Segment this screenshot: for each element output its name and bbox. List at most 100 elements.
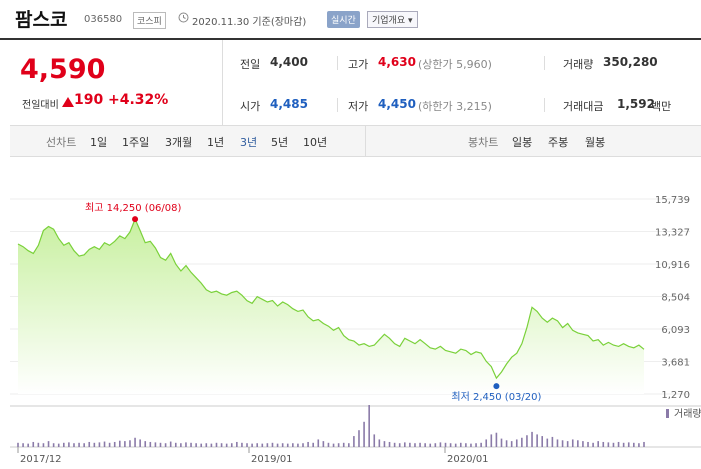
volume-bar: [546, 438, 549, 447]
period-3y-tab[interactable]: 3년: [240, 136, 258, 149]
company-info-button[interactable]: 기업개요 ▾: [367, 11, 418, 28]
volume-bar: [521, 437, 523, 447]
period-1y-tab[interactable]: 1년: [207, 136, 225, 149]
market-badge: 코스피: [133, 12, 166, 29]
volume-bar: [643, 441, 645, 447]
weekly-candle-tab[interactable]: 주봉: [548, 136, 569, 149]
volume-bar: [327, 442, 330, 447]
period-5y-tab[interactable]: 5년: [271, 136, 289, 149]
price-summary: 4,590 전일대비 190 +4.32% 전일 4,400 고가 4,630 …: [10, 40, 701, 126]
volume-bar: [353, 436, 355, 447]
stat-separator: [544, 98, 545, 112]
volume-bar: [541, 436, 544, 447]
volume-bar: [98, 442, 101, 447]
period-3m-tab[interactable]: 3개월: [165, 136, 193, 149]
extremum-annotations: 최고 14,250 (06/08) 최저 2,450 (03/20): [85, 202, 541, 403]
volume-bar: [312, 442, 314, 447]
open-value: 4,485: [270, 97, 308, 111]
monthly-candle-tab[interactable]: 월봉: [585, 136, 606, 149]
volume-bar: [139, 439, 141, 447]
volume-bar: [246, 443, 248, 447]
volume-bar: [195, 443, 197, 447]
open-label: 시가: [240, 100, 261, 113]
volume-bar: [27, 443, 29, 447]
period-1w-tab[interactable]: 1주일: [122, 136, 150, 149]
amount-value: 1,592: [617, 97, 655, 111]
volume-bar: [281, 443, 284, 447]
high-value: 4,630: [378, 55, 416, 69]
low-value: 4,450: [378, 97, 416, 111]
realtime-button[interactable]: 실시간: [327, 11, 360, 28]
volume-bar: [83, 443, 85, 447]
volume-bar: [93, 442, 96, 447]
volume-bar: [108, 442, 111, 447]
volume-legend-swatch: [666, 409, 669, 418]
amount-label: 거래대금: [563, 100, 604, 113]
volume-bar: [638, 443, 640, 447]
y-tick-label: 10,916: [655, 260, 690, 271]
volume-label: 거래량: [563, 58, 594, 71]
period-10y-tab[interactable]: 10년: [303, 136, 328, 149]
volume-bar: [37, 442, 40, 447]
volume-bar: [78, 442, 80, 447]
volume-bar: [622, 442, 625, 447]
volume-bar: [597, 441, 599, 447]
volume-bar: [297, 443, 299, 447]
volume-bar: [485, 439, 488, 447]
volume-bar: [134, 437, 136, 447]
upper-limit: (상한가 5,960): [418, 58, 492, 71]
volume-bar: [475, 443, 477, 447]
current-price: 4,590: [20, 54, 106, 85]
volume-bar: [73, 443, 75, 447]
volume-legend: 거래량: [674, 408, 701, 420]
volume-bar: [403, 442, 406, 447]
volume-value: 350,280: [603, 55, 658, 69]
volume-bar: [200, 443, 203, 447]
volume-bar: [556, 439, 559, 447]
volume-bar: [449, 443, 452, 447]
volume-bar: [220, 443, 223, 447]
volume-bar: [236, 441, 238, 447]
volume-bar: [378, 439, 381, 447]
volume-bar: [118, 440, 121, 447]
volume-bar: [571, 439, 574, 447]
volume-bar: [149, 441, 152, 447]
period-1d-tab[interactable]: 1일: [90, 136, 108, 149]
daily-candle-tab[interactable]: 일봉: [512, 136, 533, 149]
prev-close-label: 전일: [240, 58, 261, 71]
volume-bar: [414, 443, 416, 447]
volume-bar: [531, 431, 533, 447]
volume-bar: [368, 405, 370, 447]
up-arrow-icon: [62, 97, 74, 107]
volume-bar: [434, 443, 437, 447]
volume-bar: [393, 442, 396, 447]
volume-bar: [510, 441, 513, 447]
volume-bar: [602, 441, 605, 447]
volume-bar: [612, 442, 615, 447]
volume-bar: [276, 443, 279, 447]
max-annotation: 최고 14,250 (06/08): [85, 202, 181, 214]
volume-bar: [358, 430, 360, 447]
volume-bar: [103, 441, 106, 447]
volume-bar: [68, 442, 70, 447]
period-toolbar: 선차트 1일 1주일 3개월 1년 3년 5년 10년 봉차트 일봉 주봉 월봉: [10, 126, 701, 157]
volume-bar: [180, 443, 182, 447]
volume-bar: [551, 436, 554, 447]
volume-bar: [332, 443, 335, 447]
volume-bar: [607, 442, 610, 447]
volume-bar: [113, 441, 116, 447]
x-axis-ticks: 2017/12 2019/01 2020/01: [17, 447, 489, 465]
volume-bar: [144, 441, 147, 447]
price-chart: 15,739 13,327 10,916 8,504 6,093 3,681 1,270 최…: [10, 195, 701, 465]
volume-bar: [459, 442, 462, 447]
y-tick-label: 8,504: [661, 293, 690, 304]
volume-bar: [169, 441, 172, 447]
price-line: [17, 217, 645, 380]
volume-bar: [185, 442, 187, 447]
volume-bar: [505, 440, 508, 447]
volume-bar: [292, 443, 294, 447]
volume-bar: [470, 443, 472, 447]
volume-bar: [317, 439, 320, 447]
volume-bar: [383, 441, 386, 447]
volume-bar: [429, 443, 432, 447]
